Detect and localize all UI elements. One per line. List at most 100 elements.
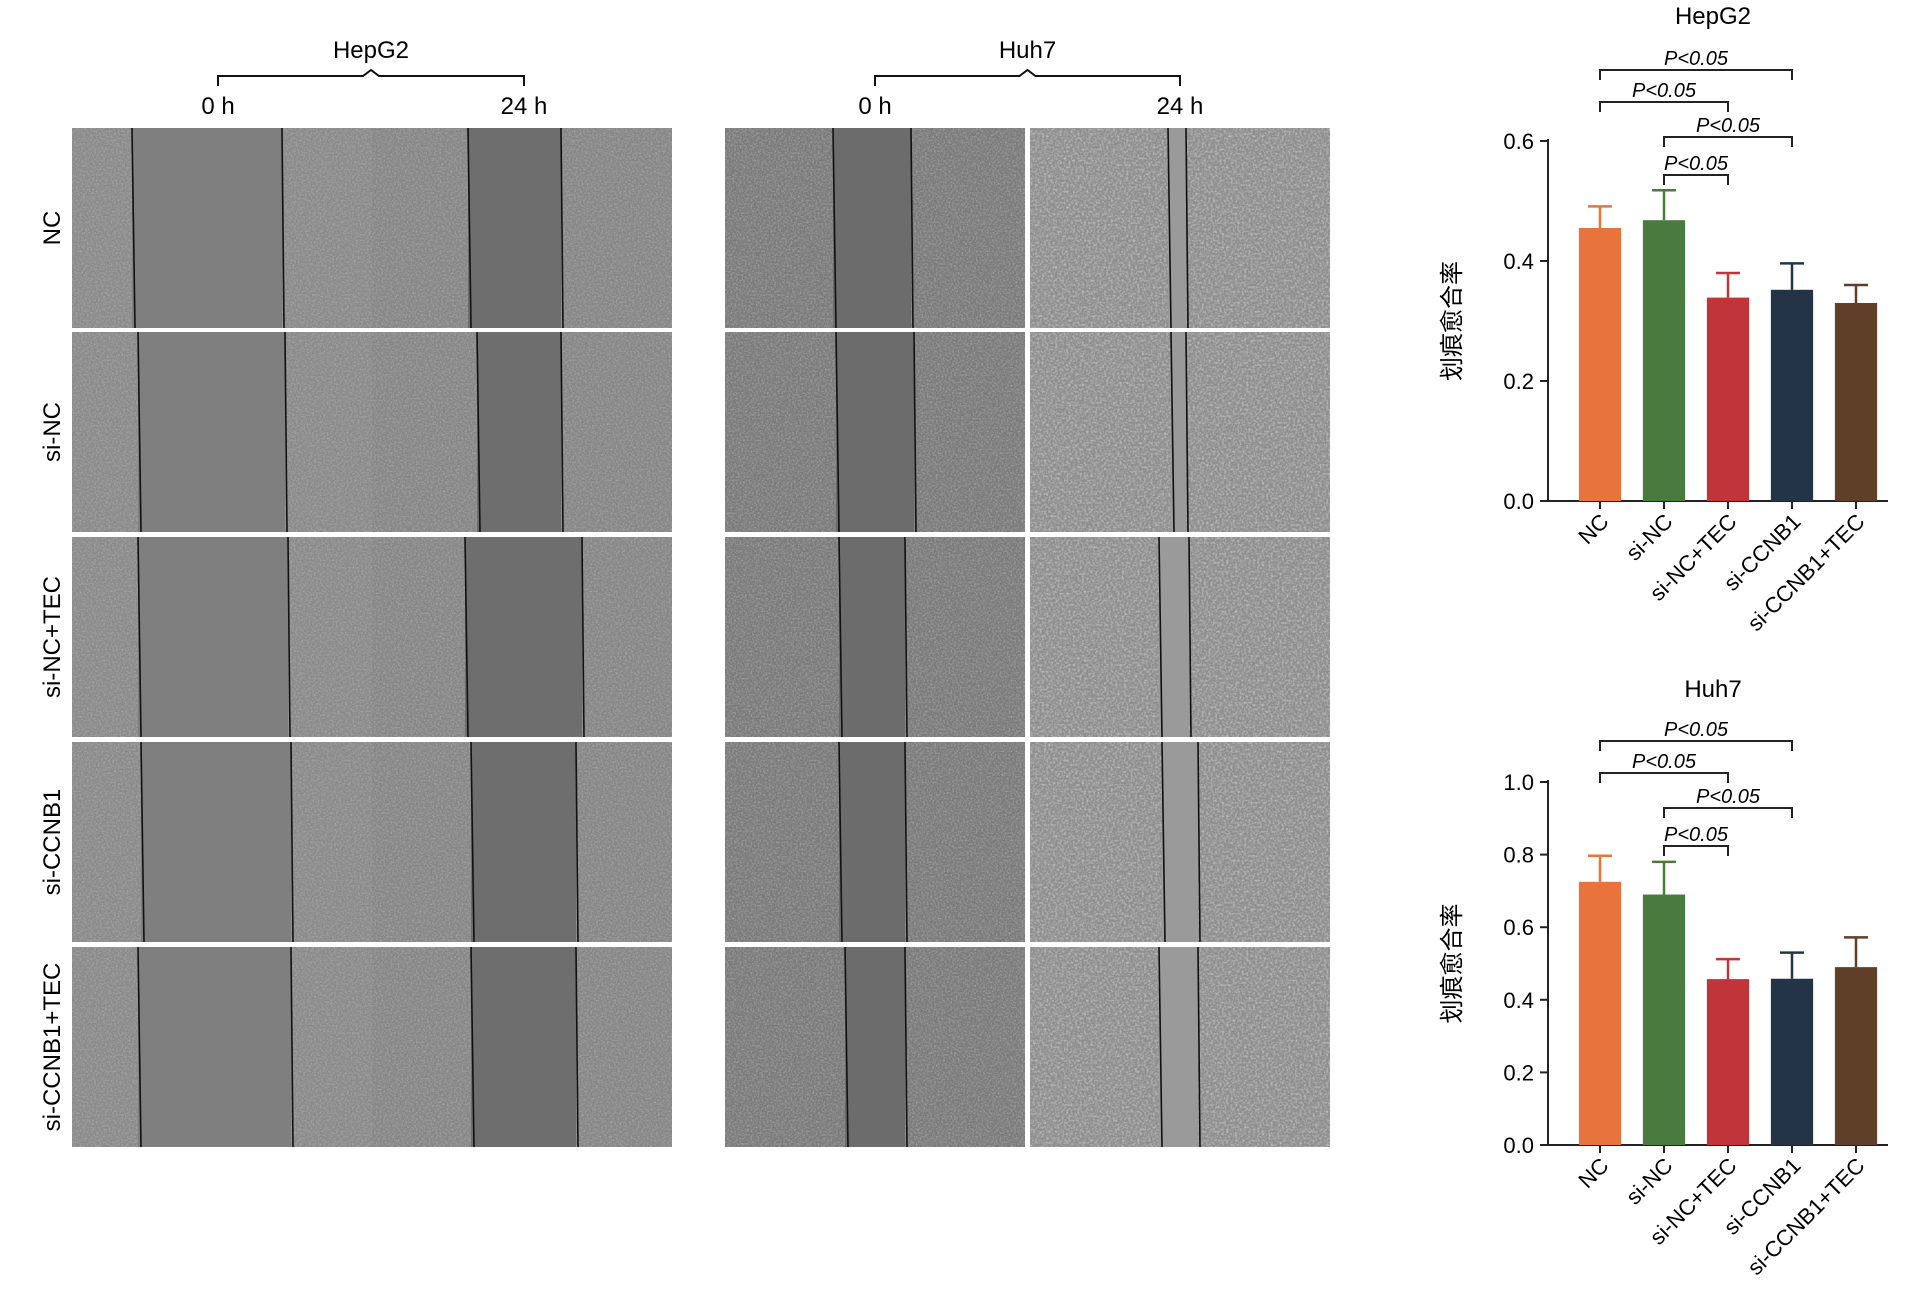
y-tick-label: 0.8 [1503,843,1534,868]
bar [1706,979,1750,1145]
wound-edge-right [904,946,908,1148]
y-tick-label: 0.0 [1503,1133,1534,1158]
micrograph-tile [1030,331,1330,533]
x-tick-label: si-CCNB1+TEC [1743,509,1870,636]
significance-label: P<0.05 [1696,786,1761,808]
micrograph-tile [72,536,372,738]
bar [1834,967,1878,1145]
wound-edge-right [1185,127,1189,329]
row-label: si-CCNB1 [39,789,66,896]
bar [1770,978,1814,1145]
y-tick-label: 0.2 [1503,369,1534,394]
bar [1706,297,1750,501]
significance-label: P<0.05 [1696,115,1761,137]
wound-edge-left [476,331,481,533]
micrograph-tile [1030,536,1330,738]
wound-gap [1171,332,1186,532]
row-label: si-CCNB1+TEC [39,963,66,1132]
wound-gap [138,537,288,737]
y-tick-label: 0.4 [1503,249,1534,274]
panel-bracket [874,68,1181,86]
wound-edge-left [1158,536,1163,738]
micrograph-tile [1030,946,1330,1148]
wound-edge-left [1170,331,1175,533]
x-tick-label: si-NC [1621,1153,1678,1210]
micrograph-tile [725,946,1025,1148]
micrograph-tile [372,127,672,329]
wound-edge-left [832,127,837,329]
micrograph-tile [372,536,672,738]
wound-gap [477,332,561,532]
wound-gap [141,742,291,942]
wound-edge-left [1158,946,1163,1148]
chart-title: Huh7 [1684,676,1741,703]
wound-edge-left [844,946,849,1148]
micrograph-tile [372,946,672,1148]
micrograph-tile [72,946,372,1148]
y-tick-label: 0.6 [1503,129,1534,154]
wound-gap [468,128,561,328]
chart-title: HepG2 [1675,3,1751,30]
wound-edge-right [910,127,914,329]
significance-bracket [1599,772,1729,783]
y-axis-label: 划痕愈合率 [1439,904,1466,1024]
bar [1642,894,1686,1145]
wound-edge-left [470,741,475,943]
significance-bracket [1663,174,1729,185]
wound-gap [836,332,914,532]
y-tick-label: 0.0 [1503,489,1534,514]
wound-edge-right [290,946,294,1148]
wound-edge-left [464,536,469,738]
wound-gap [138,332,285,532]
micrograph-tile [725,127,1025,329]
row-label: si-NC+TEC [39,576,66,698]
x-tick-label: NC [1573,509,1613,549]
y-tick-label: 0.2 [1503,1060,1534,1085]
micrograph-tile [72,331,372,533]
timepoint-label: 24 h [501,93,548,120]
wound-edge-right [575,741,579,943]
row-label: si-NC [39,402,66,462]
x-tick-label: si-NC [1621,509,1678,566]
row-label: NC [39,211,66,246]
bar [1642,220,1686,501]
micrograph-grid [72,127,1330,1148]
wound-edge-left [137,331,142,533]
micrograph-tile [725,536,1025,738]
timepoint-label: 0 h [858,93,891,120]
significance-bracket [1599,740,1793,751]
wound-edge-right [575,946,579,1148]
timepoint-label: 24 h [1157,93,1204,120]
wound-edge-right [560,331,564,533]
wound-edge-right [560,127,564,329]
wound-edge-left [140,741,145,943]
wound-gap [471,742,576,942]
panel-title: Huh7 [999,37,1056,64]
micrograph-tile [72,127,372,329]
wound-edge-right [913,331,917,533]
x-tick-label: si-CCNB1+TEC [1743,1153,1870,1280]
wound-edge-right [1197,946,1201,1148]
row-labels: NC si-NC si-NC+TEC si-CCNB1 si-CCNB1+TEC [39,211,66,1132]
micrograph-tile [1030,741,1330,943]
significance-label: P<0.05 [1632,80,1697,102]
wound-edge-left [131,127,136,329]
significance-label: P<0.05 [1664,48,1729,70]
wound-gap [471,947,576,1147]
wound-edge-right [904,536,908,738]
micrograph-tile [372,331,672,533]
micrograph-headers: HepG2 0 h 24 h Huh7 0 h 24 h [201,37,1203,120]
wound-edge-right [904,741,908,943]
wound-edge-left [838,536,843,738]
micrograph-tile [725,741,1025,943]
wound-edge-right [1197,741,1201,943]
wound-edge-right [1188,536,1192,738]
timepoint-label: 0 h [201,93,234,120]
wound-edge-right [290,741,294,943]
wound-edge-left [838,741,843,943]
wound-edge-right [287,536,291,738]
bar [1834,303,1878,501]
y-tick-label: 1.0 [1503,770,1534,795]
